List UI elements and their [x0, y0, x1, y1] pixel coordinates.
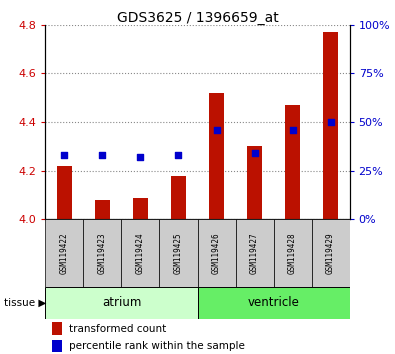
Text: ventricle: ventricle	[248, 296, 299, 309]
Bar	[235, 219, 274, 287]
Bar	[312, 219, 350, 287]
Bar	[160, 219, 198, 287]
Bar	[51, 322, 62, 335]
Bar	[133, 198, 148, 219]
Bar	[285, 105, 300, 219]
Bar	[171, 176, 186, 219]
Text: GSM119429: GSM119429	[326, 232, 335, 274]
Bar	[198, 287, 350, 319]
Bar	[83, 219, 122, 287]
Text: GSM119427: GSM119427	[250, 232, 259, 274]
Bar	[95, 200, 110, 219]
Text: percentile rank within the sample: percentile rank within the sample	[69, 341, 245, 351]
Bar	[273, 219, 312, 287]
Bar	[247, 147, 262, 219]
Text: tissue ▶: tissue ▶	[4, 298, 46, 308]
Point	[290, 127, 296, 133]
Text: GSM119424: GSM119424	[136, 232, 145, 274]
Text: GSM119423: GSM119423	[98, 232, 107, 274]
Point	[175, 152, 182, 158]
Bar	[323, 32, 338, 219]
Text: transformed count: transformed count	[69, 324, 166, 333]
Text: GSM119426: GSM119426	[212, 232, 221, 274]
Point	[61, 152, 68, 158]
Point	[213, 127, 220, 133]
Bar	[122, 219, 160, 287]
Bar	[45, 287, 198, 319]
Bar	[45, 219, 83, 287]
Text: GSM119428: GSM119428	[288, 232, 297, 274]
Bar	[209, 93, 224, 219]
Bar	[198, 219, 235, 287]
Point	[251, 150, 258, 156]
Bar	[57, 166, 72, 219]
Text: GSM119422: GSM119422	[60, 232, 69, 274]
Text: GSM119425: GSM119425	[174, 232, 183, 274]
Bar	[51, 340, 62, 352]
Point	[327, 119, 334, 125]
Point	[137, 154, 144, 160]
Text: GDS3625 / 1396659_at: GDS3625 / 1396659_at	[117, 11, 278, 25]
Point	[99, 152, 105, 158]
Text: atrium: atrium	[102, 296, 141, 309]
